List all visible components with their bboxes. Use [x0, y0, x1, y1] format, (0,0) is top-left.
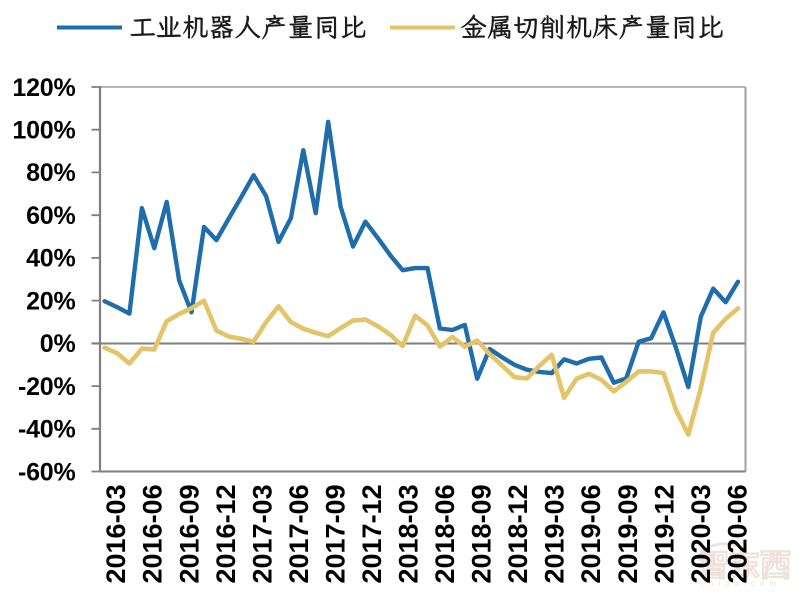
svg-text:2017-03: 2017-03 — [247, 484, 277, 583]
svg-text:2019-03: 2019-03 — [540, 484, 570, 583]
svg-text:2018-12: 2018-12 — [503, 484, 533, 583]
svg-text:2016-03: 2016-03 — [101, 484, 131, 583]
svg-text:2017-09: 2017-09 — [320, 484, 350, 583]
svg-text:100%: 100% — [12, 117, 75, 145]
svg-text:zhidx.com: zhidx.com — [700, 579, 781, 588]
svg-text:2019-09: 2019-09 — [613, 484, 643, 583]
svg-text:2018-03: 2018-03 — [394, 484, 424, 583]
svg-text:2018-09: 2018-09 — [467, 484, 497, 583]
svg-text:2019-12: 2019-12 — [649, 484, 679, 583]
svg-text:2020-03: 2020-03 — [686, 484, 716, 583]
svg-text:20%: 20% — [26, 287, 75, 315]
svg-text:2020-06: 2020-06 — [722, 484, 752, 583]
svg-text:2019-06: 2019-06 — [576, 484, 606, 583]
svg-text:2018-06: 2018-06 — [430, 484, 460, 583]
svg-text:120%: 120% — [12, 74, 75, 102]
svg-text:60%: 60% — [26, 202, 75, 230]
svg-text:-60%: -60% — [18, 458, 76, 486]
svg-text:2017-12: 2017-12 — [357, 484, 387, 583]
svg-text:2016-09: 2016-09 — [174, 484, 204, 583]
svg-text:2016-12: 2016-12 — [211, 484, 241, 583]
svg-text:2017-06: 2017-06 — [284, 484, 314, 583]
svg-text:-40%: -40% — [18, 416, 76, 444]
svg-text:40%: 40% — [26, 245, 75, 273]
svg-text:-20%: -20% — [18, 373, 76, 401]
svg-text:80%: 80% — [26, 159, 75, 187]
svg-text:0%: 0% — [40, 330, 76, 358]
svg-text:2016-06: 2016-06 — [138, 484, 168, 583]
